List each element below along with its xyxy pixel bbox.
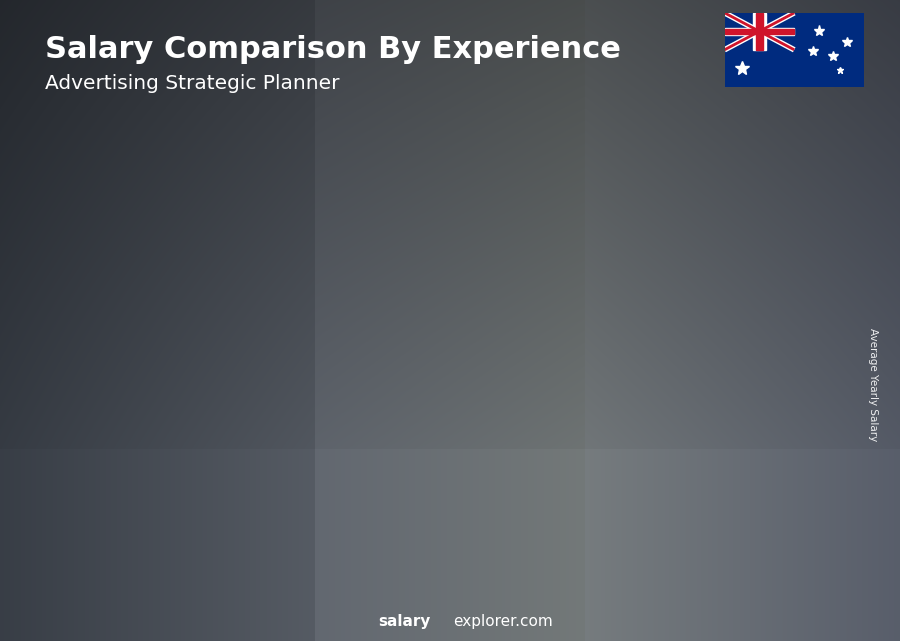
- Text: 2 to 5: 2 to 5: [246, 588, 293, 604]
- Bar: [181, 460, 187, 564]
- Text: 15 to 20: 15 to 20: [594, 588, 662, 604]
- Text: +9%: +9%: [545, 256, 591, 274]
- Text: 100,000 AUD: 100,000 AUD: [317, 355, 394, 368]
- Bar: [238, 428, 301, 564]
- Bar: [119, 458, 187, 460]
- Bar: [478, 329, 546, 333]
- Bar: [301, 428, 307, 564]
- Bar: [753, 13, 766, 50]
- Bar: [660, 315, 666, 564]
- Bar: [779, 296, 785, 564]
- Bar: [420, 374, 427, 564]
- Text: +20%: +20%: [419, 275, 478, 293]
- Bar: [358, 370, 427, 374]
- Text: 54,900 AUD: 54,900 AUD: [81, 441, 151, 454]
- Bar: [756, 13, 763, 50]
- Text: 10 to 15: 10 to 15: [474, 588, 543, 604]
- Text: Salary Comparison By Experience: Salary Comparison By Experience: [45, 35, 621, 64]
- Bar: [540, 333, 546, 564]
- Bar: [716, 290, 785, 296]
- Text: 141,000 AUD: 141,000 AUD: [676, 277, 753, 290]
- Bar: [724, 28, 794, 35]
- Text: Advertising Strategic Planner: Advertising Strategic Planner: [45, 74, 339, 93]
- Text: 20+ Years: 20+ Years: [706, 588, 789, 604]
- Text: 71,700 AUD: 71,700 AUD: [201, 409, 271, 422]
- Bar: [597, 315, 660, 564]
- Text: salary: salary: [378, 615, 430, 629]
- Bar: [238, 425, 307, 428]
- Text: explorer.com: explorer.com: [454, 615, 554, 629]
- Bar: [358, 374, 420, 564]
- Bar: [119, 460, 181, 564]
- Text: 121,000 AUD: 121,000 AUD: [436, 315, 514, 328]
- Text: +31%: +31%: [181, 369, 238, 387]
- Text: Average Yearly Salary: Average Yearly Salary: [868, 328, 878, 441]
- Bar: [724, 29, 794, 33]
- Text: 131,000 AUD: 131,000 AUD: [556, 296, 634, 309]
- Text: +8%: +8%: [665, 237, 711, 255]
- Bar: [716, 296, 779, 564]
- Text: 5 to 10: 5 to 10: [360, 588, 418, 604]
- Bar: [597, 310, 666, 315]
- Bar: [478, 333, 540, 564]
- Text: +40%: +40%: [300, 315, 358, 333]
- Text: < 2 Years: < 2 Years: [111, 588, 189, 604]
